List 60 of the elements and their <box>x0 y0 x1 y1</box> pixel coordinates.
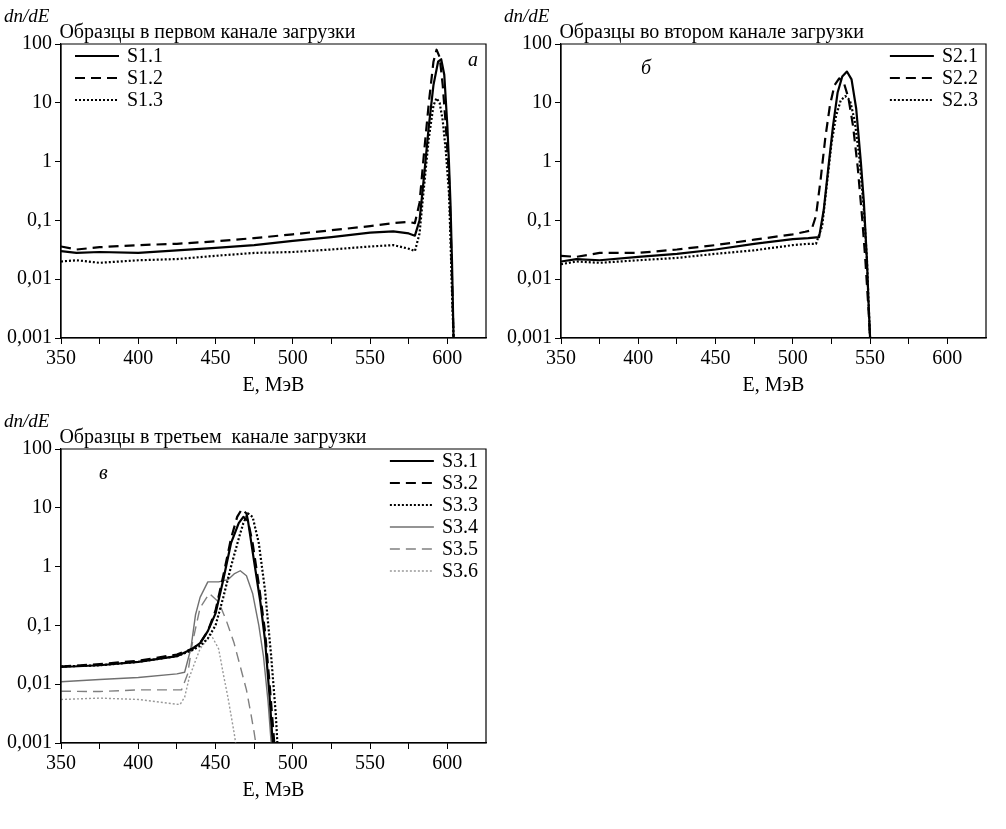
legend-label: S2.3 <box>941 88 978 110</box>
legend-label: S3.2 <box>441 471 478 493</box>
y-tick-label: 0,01 <box>17 266 52 289</box>
x-tick-label: 400 <box>123 346 154 369</box>
chart-title: Образцы в третьем канале загрузки <box>59 425 367 448</box>
legend-label: S3.6 <box>441 559 478 581</box>
legend-label: S1.2 <box>127 66 164 88</box>
annotation: в <box>99 461 108 483</box>
y-tick-label: 0,1 <box>527 207 552 230</box>
x-tick-label: 450 <box>700 346 731 369</box>
chart-title: Образцы в первом канале загрузки <box>59 20 356 43</box>
y-axis-title: dn/dE <box>504 5 550 26</box>
x-tick-label: 550 <box>355 751 386 774</box>
x-tick-label: 600 <box>432 751 463 774</box>
y-tick-label: 0,001 <box>7 325 52 348</box>
y-tick-label: 0,1 <box>27 207 52 230</box>
x-tick-label: 400 <box>623 346 654 369</box>
y-tick-label: 10 <box>32 90 52 113</box>
x-tick-label: 550 <box>355 346 386 369</box>
x-tick-label: 600 <box>932 346 963 369</box>
y-axis-title: dn/dE <box>4 5 50 26</box>
y-tick-label: 0,01 <box>17 671 52 694</box>
legend-label: S1.3 <box>127 88 164 110</box>
y-tick-label: 0,001 <box>507 325 552 348</box>
x-tick-label: 350 <box>46 751 76 774</box>
legend-label: S3.3 <box>441 493 478 515</box>
y-tick-label: 100 <box>22 436 52 459</box>
x-tick-label: 500 <box>277 751 308 774</box>
y-tick-label: 1 <box>542 148 552 171</box>
y-tick-label: 1 <box>42 553 52 576</box>
x-tick-label: 550 <box>855 346 886 369</box>
x-axis-title: E, МэВ <box>242 778 305 801</box>
y-axis-title: dn/dE <box>4 410 50 431</box>
y-tick-label: 1 <box>42 148 52 171</box>
x-tick-label: 450 <box>200 346 231 369</box>
legend-label: S3.5 <box>441 537 478 559</box>
annotation: а <box>468 48 478 70</box>
legend-label: S1.1 <box>127 44 164 66</box>
legend-label: S3.1 <box>441 449 478 471</box>
y-tick-label: 0,001 <box>7 730 52 753</box>
chart-title: Образцы во втором канале загрузки <box>559 20 865 43</box>
x-tick-label: 600 <box>432 346 463 369</box>
annotation: б <box>641 56 652 78</box>
legend-label: S3.4 <box>441 515 478 537</box>
y-tick-label: 100 <box>22 31 52 54</box>
x-tick-label: 500 <box>777 346 808 369</box>
y-tick-label: 0,1 <box>27 612 52 635</box>
y-tick-label: 100 <box>522 31 552 54</box>
x-axis-title: E, МэВ <box>742 373 805 396</box>
x-axis-title: E, МэВ <box>242 373 305 396</box>
x-tick-label: 350 <box>546 346 576 369</box>
y-tick-label: 10 <box>32 495 52 518</box>
legend-label: S2.2 <box>941 66 978 88</box>
y-tick-label: 0,01 <box>517 266 552 289</box>
x-tick-label: 350 <box>46 346 76 369</box>
x-tick-label: 500 <box>277 346 308 369</box>
y-tick-label: 10 <box>532 90 552 113</box>
x-tick-label: 400 <box>123 751 154 774</box>
x-tick-label: 450 <box>200 751 231 774</box>
legend-label: S2.1 <box>941 44 978 66</box>
